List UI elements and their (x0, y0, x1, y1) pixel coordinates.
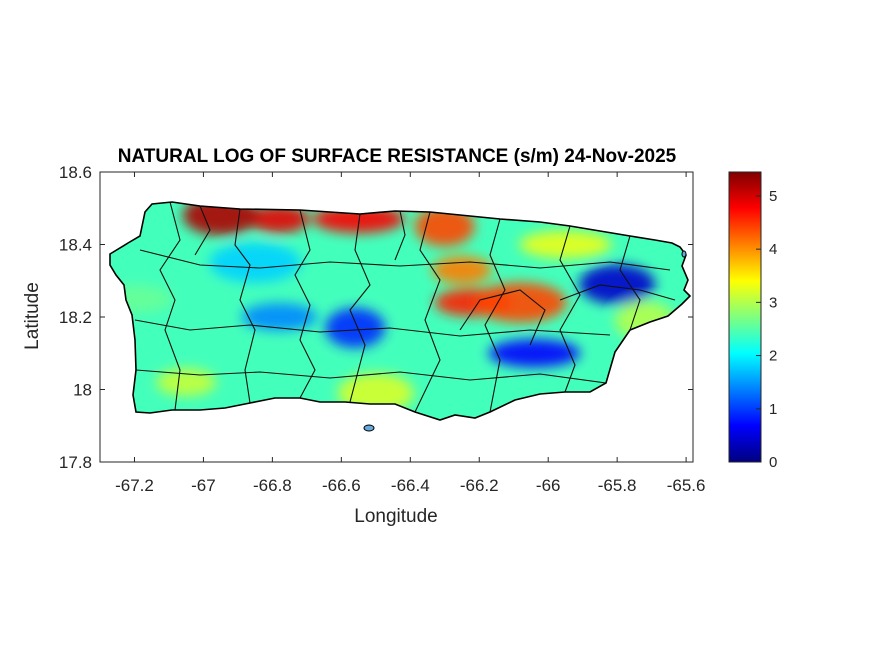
colorbar-tick-label: 4 (769, 241, 777, 258)
x-tick-label: -66.6 (322, 476, 361, 495)
x-tick-label: -67.2 (115, 476, 154, 495)
municipal-boundary (135, 369, 607, 384)
field-region-northeast (519, 230, 612, 259)
colorbar: 0 1 2 3 4 5 (728, 171, 777, 471)
x-tick-label: -66.2 (460, 476, 499, 495)
field-region-central-south (325, 307, 386, 348)
municipal-boundaries (134, 202, 676, 413)
y-tick-label: 18.4 (59, 236, 92, 255)
x-tick-label: -65.8 (598, 476, 637, 495)
y-tick-label: 18.6 (59, 163, 92, 182)
municipal-boundary (459, 289, 546, 346)
islet (681, 250, 687, 258)
field-region-north-central (432, 255, 493, 284)
y-axis: 17.8 18 18.2 18.4 18.6 (59, 163, 693, 472)
x-tick-label: -67 (191, 476, 216, 495)
y-tick-label: 18.2 (59, 308, 92, 327)
field-region-east (579, 264, 656, 305)
x-axis: -67.2 -67 -66.8 -66.6 -66.4 -66.2 -66 -65.8 -65.… (115, 172, 705, 495)
chart-title: NATURAL LOG OF SURFACE RESISTANCE (s/m) … (118, 146, 677, 167)
y-tick-label: 18 (73, 381, 92, 400)
municipal-boundary (134, 319, 611, 337)
colorbar-tick-label: 1 (769, 401, 777, 418)
colorbar-gradient (728, 171, 762, 463)
x-tick-label: -65.6 (667, 476, 706, 495)
field-region-northwest-interior (209, 242, 302, 283)
x-axis-label: Longitude (354, 506, 437, 527)
islet (363, 424, 375, 432)
coastline (109, 201, 692, 421)
y-tick-label: 17.8 (59, 453, 92, 472)
municipal-boundary (414, 211, 441, 413)
y-axis-label: Latitude (22, 282, 43, 350)
municipal-boundary (559, 225, 581, 393)
municipal-boundary (234, 208, 256, 404)
municipal-boundary (349, 213, 371, 403)
plot-area: -67.2 -67 -66.8 -66.6 -66.4 -66.2 -66 -65.8 -65.… (59, 163, 706, 495)
x-tick-label: -66 (536, 476, 561, 495)
field-region-northwest-coast (249, 205, 310, 234)
islets (363, 250, 687, 432)
field-region-southeast (488, 339, 581, 368)
field-region-west-central (241, 303, 318, 331)
colorbar-tick-label: 5 (769, 188, 777, 205)
field-region-north-coast-east (414, 206, 475, 247)
municipal-boundary (619, 235, 641, 331)
municipal-boundary (159, 202, 181, 411)
x-tick-label: -66.8 (253, 476, 292, 495)
colorbar-tick-label: 0 (769, 454, 777, 471)
colorbar-tick-label: 3 (769, 294, 777, 311)
municipal-boundary (484, 218, 506, 413)
x-tick-label: -66.4 (391, 476, 430, 495)
resistance-field (110, 202, 690, 420)
municipal-boundary (394, 210, 406, 261)
municipal-boundary (559, 284, 676, 301)
field-region-east-central-interior (474, 282, 567, 323)
municipal-boundary (139, 249, 671, 271)
municipal-boundary (294, 209, 316, 399)
colorbar-tick-label: 2 (769, 348, 777, 365)
municipal-boundary (194, 205, 211, 256)
